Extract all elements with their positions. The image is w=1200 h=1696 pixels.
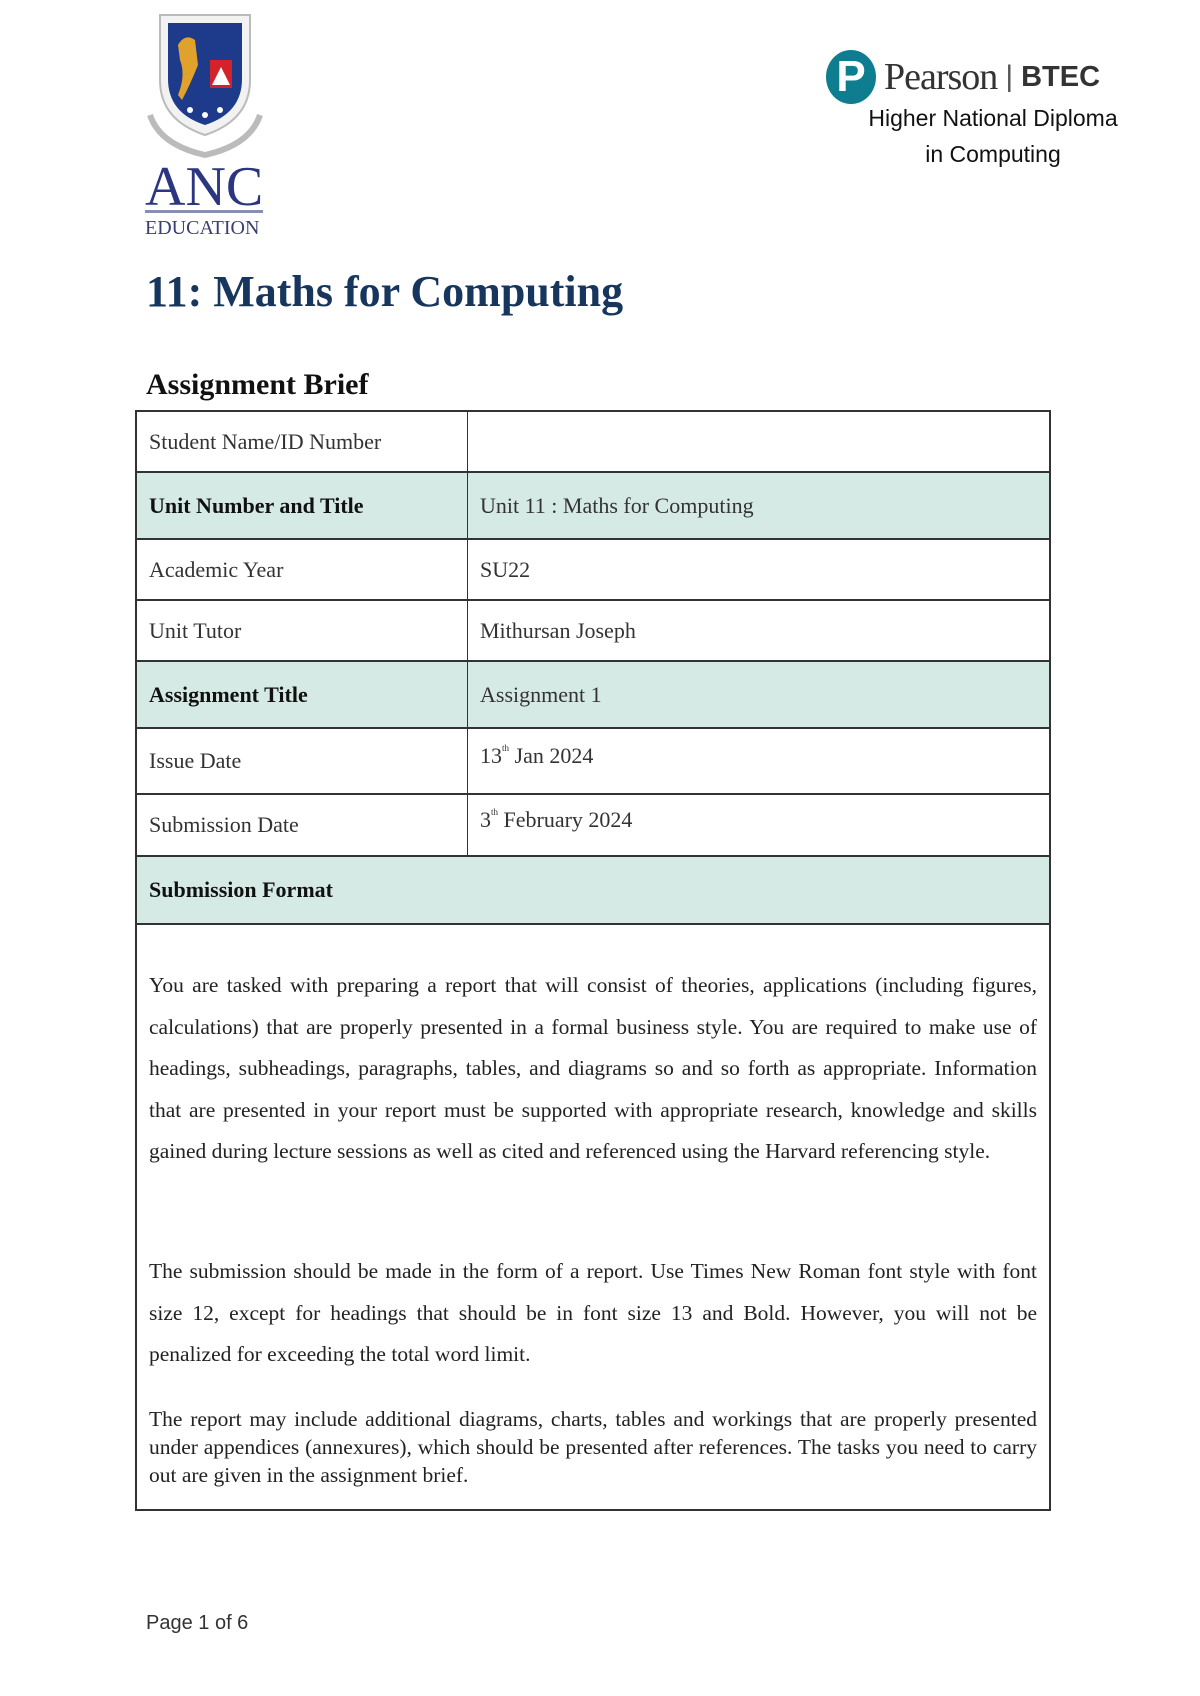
- row-label: Student Name/ID Number: [137, 412, 468, 471]
- row-label: Issue Date: [137, 729, 468, 793]
- assignment-title-value: Assignment 1: [480, 681, 602, 707]
- pearson-brand: Pearson: [884, 56, 998, 98]
- anc-crest-icon: ANC EDUCATION: [145, 14, 263, 239]
- table-row: Assignment Title Assignment 1: [137, 662, 1049, 729]
- unit-title-value: Unit 11 : Maths for Computing: [480, 492, 754, 518]
- row-label: Academic Year: [137, 540, 468, 599]
- submission-format-heading: Submission Format: [149, 877, 333, 902]
- table-row: Academic Year SU22: [137, 540, 1049, 601]
- qualification-line-1: Higher National Diploma: [868, 105, 1118, 131]
- table-row: Student Name/ID Number: [137, 412, 1049, 473]
- row-label: Unit Number and Title: [137, 473, 468, 538]
- qualification-line-2: in Computing: [925, 141, 1061, 167]
- assignment-brief-table: Student Name/ID Number Unit Number and T…: [135, 410, 1051, 1511]
- row-label: Assignment Title: [137, 662, 468, 727]
- page-number: Page 1 of 6: [146, 1612, 249, 1634]
- unit-tutor-value: Mithursan Joseph: [480, 617, 636, 643]
- pearson-p-icon: P: [826, 50, 876, 104]
- page-title: 11: Maths for Computing: [146, 267, 624, 316]
- btec-brand: BTEC: [1021, 60, 1101, 93]
- row-label: Unit Tutor: [137, 601, 468, 660]
- table-row: Submission Format: [137, 857, 1049, 925]
- table-row: Unit Tutor Mithursan Joseph: [137, 601, 1049, 662]
- student-name-value: [468, 412, 1049, 471]
- paragraph: You are tasked with preparing a report t…: [149, 973, 1037, 1163]
- pearson-btec-logo: P Pearson | BTEC Higher National Diploma…: [826, 50, 1126, 172]
- paragraph: The submission should be made in the for…: [149, 1259, 1037, 1366]
- section-heading: Assignment Brief: [146, 368, 369, 401]
- anc-logo-subtitle: EDUCATION: [145, 217, 259, 237]
- academic-year-value: SU22: [480, 556, 531, 582]
- divider: |: [1005, 60, 1014, 93]
- anc-logo-text: ANC: [145, 156, 263, 218]
- row-label: Submission Date: [137, 795, 468, 855]
- anc-education-logo: ANC EDUCATION: [140, 5, 270, 239]
- submission-format-body: You are tasked with preparing a report t…: [137, 925, 1049, 1509]
- paragraph: The report may include additional diagra…: [149, 1407, 1037, 1487]
- table-row: Unit Number and Title Unit 11 : Maths fo…: [137, 473, 1049, 540]
